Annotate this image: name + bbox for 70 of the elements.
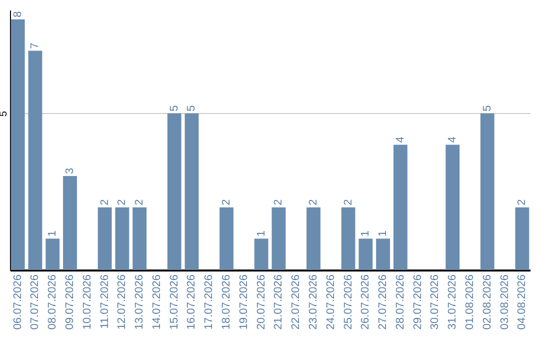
data-label: 2 xyxy=(98,199,111,206)
x-tick-label: 14.07.2026 xyxy=(150,274,163,330)
x-tick-label: 25.07.2026 xyxy=(342,274,354,330)
bar xyxy=(115,207,130,270)
data-label: 2 xyxy=(516,199,528,206)
x-tick-label: 12.07.2026 xyxy=(116,274,128,330)
x-tick-label: 19.07.2026 xyxy=(238,274,250,330)
bar xyxy=(272,207,286,270)
x-tick-label: 29.07.2026 xyxy=(412,274,424,330)
bar xyxy=(184,113,199,270)
bar xyxy=(132,207,147,270)
x-tick-label: 07.07.2026 xyxy=(29,274,42,330)
bar xyxy=(46,238,60,270)
data-label: 1 xyxy=(46,230,59,237)
x-tick-label: 17.07.2026 xyxy=(203,274,216,330)
data-label: 1 xyxy=(377,230,390,237)
bar xyxy=(306,207,320,270)
x-tick-label: 02.08.2026 xyxy=(481,274,494,330)
bar xyxy=(254,238,268,270)
x-tick-label: 10.07.2026 xyxy=(81,274,94,330)
data-label: 2 xyxy=(116,199,128,206)
x-tick-label: 04.08.2026 xyxy=(516,274,528,330)
data-label: 5 xyxy=(481,105,494,112)
x-tick-label: 08.07.2026 xyxy=(46,274,59,330)
bar xyxy=(63,176,77,270)
x-tick-label: 20.07.2026 xyxy=(255,274,268,330)
data-label: 2 xyxy=(272,199,285,206)
x-tick-label: 23.07.2026 xyxy=(307,274,320,330)
data-label: 5 xyxy=(186,105,198,112)
x-tick-label: 06.07.2026 xyxy=(12,274,24,330)
data-label: 3 xyxy=(64,168,76,174)
data-label: 2 xyxy=(342,199,354,206)
x-tick-label: 15.07.2026 xyxy=(168,274,180,330)
bar xyxy=(341,207,356,270)
data-label: 4 xyxy=(394,136,406,143)
x-tick-label: 01.08.2026 xyxy=(464,274,476,330)
x-tick-label: 09.07.2026 xyxy=(64,274,76,330)
bar xyxy=(98,207,112,270)
x-tick-label: 30.07.2026 xyxy=(429,274,442,330)
x-tick-label: 31.07.2026 xyxy=(446,274,459,330)
bar xyxy=(220,207,234,270)
bar xyxy=(480,113,494,270)
bar xyxy=(10,19,25,270)
x-tick-label: 03.08.2026 xyxy=(498,274,511,330)
x-tick-label: 13.07.2026 xyxy=(134,274,146,330)
data-label: 2 xyxy=(220,199,233,206)
bar xyxy=(393,144,408,270)
x-tick-label: 26.07.2026 xyxy=(360,274,372,330)
bar xyxy=(515,207,530,270)
bar xyxy=(358,238,373,270)
data-label: 4 xyxy=(446,136,459,143)
bar xyxy=(167,113,182,270)
data-label: 1 xyxy=(360,230,372,237)
data-label: 1 xyxy=(255,230,268,237)
x-tick-label: 21.07.2026 xyxy=(272,274,285,330)
x-tick-label: 27.07.2026 xyxy=(377,274,390,330)
bar xyxy=(446,144,460,270)
x-tick-label: 22.07.2026 xyxy=(290,274,302,330)
bar xyxy=(28,50,42,270)
x-tick-label: 28.07.2026 xyxy=(394,274,406,330)
x-tick-label: 11.07.2026 xyxy=(98,274,111,329)
data-label: 7 xyxy=(29,42,42,49)
data-label: 2 xyxy=(307,199,320,206)
data-label: 5 xyxy=(168,105,180,112)
data-label: 2 xyxy=(134,199,146,206)
data-label: 8 xyxy=(12,11,24,18)
x-tick-label: 18.07.2026 xyxy=(220,274,233,330)
x-tick-label: 16.07.2026 xyxy=(186,274,198,330)
x-tick-label: 24.07.2026 xyxy=(324,274,337,330)
bar xyxy=(376,238,390,270)
